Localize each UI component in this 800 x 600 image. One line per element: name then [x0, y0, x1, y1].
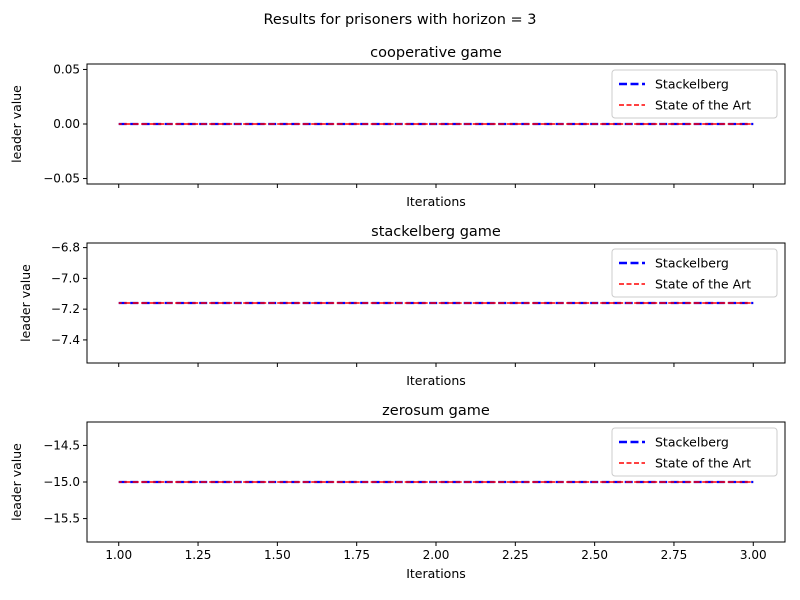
legend-label: Stackelberg — [655, 435, 729, 450]
subplot-title: zerosum game — [382, 403, 490, 419]
subplot-2: stackelberg game −7.4 −7.2 −7.0 −6.8 Iteratio… — [18, 224, 786, 388]
subplots: cooperative game −0.05 0.00 0.05 Iterations l… — [9, 45, 786, 581]
x-tick-label: 1.00 — [105, 548, 132, 562]
legend-label: State of the Art — [655, 456, 751, 471]
legend: Stackelberg State of the Art — [611, 69, 778, 119]
y-tick-label: 0.05 — [53, 62, 80, 76]
x-tick-label: 2.25 — [502, 548, 529, 562]
x-tick-label: 1.25 — [185, 548, 212, 562]
y-tick-label: −15.5 — [43, 512, 80, 526]
subplot-title: stackelberg game — [371, 224, 501, 240]
y-tick-label: −15.0 — [43, 475, 80, 489]
y-tick-label: −14.5 — [43, 438, 80, 452]
legend-box — [611, 427, 778, 477]
legend-label: Stackelberg — [655, 77, 729, 92]
y-tick-label: −6.8 — [51, 241, 80, 255]
x-tick-label: 2.75 — [661, 548, 688, 562]
y-tick-label: 0.00 — [53, 117, 80, 131]
legend-label: Stackelberg — [655, 256, 729, 271]
legend-label: State of the Art — [655, 277, 751, 292]
legend-label: State of the Art — [655, 98, 751, 113]
x-axis-label: Iterations — [406, 194, 466, 209]
subplot-1: cooperative game −0.05 0.00 0.05 Iterations l… — [9, 45, 786, 209]
x-tick-label: 2.00 — [423, 548, 450, 562]
x-tick-label: 1.50 — [264, 548, 291, 562]
y-tick-label: −7.0 — [51, 271, 80, 285]
legend: Stackelberg State of the Art — [611, 248, 778, 298]
legend: Stackelberg State of the Art — [611, 427, 778, 477]
subplot-title: cooperative game — [370, 45, 502, 61]
legend-box — [611, 248, 778, 298]
x-tick-label: 2.50 — [581, 548, 608, 562]
x-tick-label: 3.00 — [740, 548, 767, 562]
y-tick-label: −0.05 — [43, 172, 80, 186]
subplot-3: zerosum game −15.5 −15.0 −14.5 1.00 1.25 1.50 1… — [9, 403, 786, 581]
x-axis-label: Iterations — [406, 566, 466, 581]
y-axis-label: leader value — [9, 85, 24, 163]
y-tick-label: −7.4 — [51, 333, 80, 347]
y-axis-label: leader value — [9, 443, 24, 521]
x-axis-label: Iterations — [406, 373, 466, 388]
y-axis-label: leader value — [18, 264, 33, 342]
x-tick-label: 1.75 — [343, 548, 370, 562]
y-tick-label: −7.2 — [51, 302, 80, 316]
legend-box — [611, 69, 778, 119]
figure-title: Results for prisoners with horizon = 3 — [263, 12, 536, 28]
